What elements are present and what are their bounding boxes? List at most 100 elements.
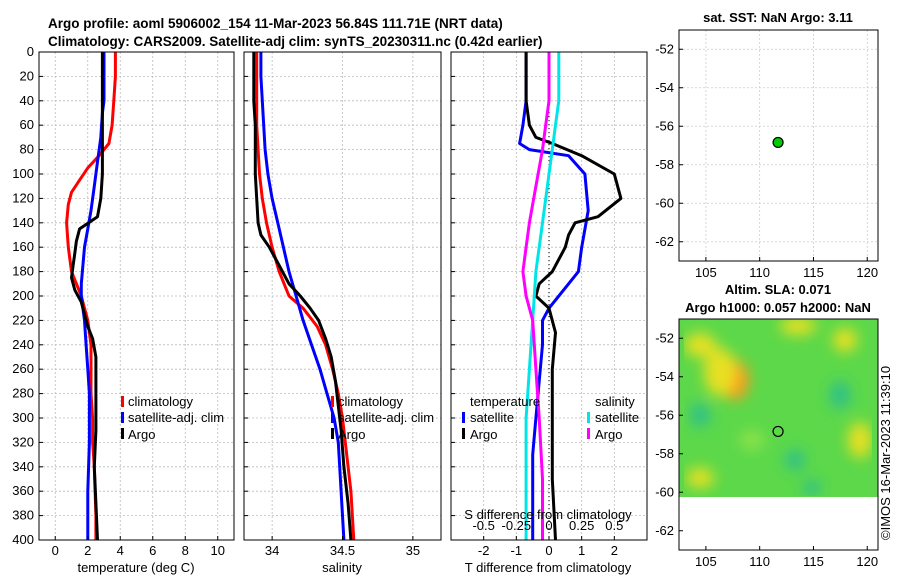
xtick-label: 35 [406, 543, 420, 558]
legend-temp-head: temperature [470, 394, 540, 409]
ytick-label: 80 [20, 142, 34, 157]
temperature-legend: climatology satellite-adj. clim Argo [121, 394, 224, 442]
ytick-label: 220 [12, 312, 34, 327]
sdiff-label: S difference from climatology [464, 507, 632, 522]
map-xtick-label: 120 [856, 265, 878, 280]
series-line-climatology [65, 52, 117, 540]
top-tick-label: -0.5 [472, 518, 494, 533]
legend-targo-swatch [462, 428, 465, 439]
map-ytick-label: -54 [655, 369, 674, 384]
ytick-label: 20 [20, 68, 34, 83]
map-ytick-label: -54 [655, 80, 674, 95]
difference-panel: -2 -1 0 1 2 T difference from climatology S … [450, 51, 648, 575]
top-tick-label: 0.25 [569, 518, 594, 533]
ytick-label: 60 [20, 117, 34, 132]
map-xtick-label: 115 [803, 265, 824, 280]
xtick-label: -2 [478, 543, 490, 558]
temperature-panel: 0204060801001201401601802002202402602803… [12, 44, 235, 575]
tdiff-xlabel: T difference from climatology [465, 560, 632, 575]
map-xtick-label: 105 [695, 554, 717, 569]
legend-sargo-label: Argo [595, 427, 622, 442]
argo-position-marker [772, 136, 784, 149]
legend-sat-label: satellite-adj. clim [128, 410, 224, 425]
xtick-label: 4 [117, 543, 124, 558]
legend-argo-swatch [331, 428, 334, 439]
xtick-label: 34 [265, 543, 279, 558]
ytick-label: 40 [20, 93, 34, 108]
sla-map-subtitle: Argo h1000: 0.057 h2000: NaN [685, 300, 871, 315]
xtick-label: 0 [52, 543, 59, 558]
ytick-label: 180 [12, 264, 34, 279]
ytick-label: 0 [27, 44, 34, 59]
legend-argo-swatch [121, 428, 124, 439]
legend-clim-swatch [121, 396, 124, 407]
ytick-label: 200 [12, 288, 34, 303]
xtick-label: 6 [149, 543, 156, 558]
ytick-label: 120 [12, 190, 34, 205]
difference-legend: temperature satellite Argo salinity sate… [462, 394, 639, 442]
ytick-label: 320 [12, 434, 34, 449]
salinity-panel: 34 34.5 35 salinity climatology satellite-… [243, 51, 442, 575]
xtick-label: -1 [511, 543, 523, 558]
sst-map-title: sat. SST: NaN Argo: 3.11 [703, 10, 853, 25]
top-tick-label: 0 [545, 518, 552, 533]
series-line-climatology [255, 52, 356, 541]
map-xtick-label: 115 [803, 554, 824, 569]
argo-position-marker [772, 425, 784, 438]
map-ytick-label: -58 [655, 446, 674, 461]
ytick-label: 300 [12, 410, 34, 425]
ytick-label: 240 [12, 337, 34, 352]
salinity-legend: climatology satellite-adj. clim Argo [331, 394, 434, 442]
figure-title-line2: Climatology: CARS2009. Satellite-adj cli… [48, 34, 542, 49]
salinity-xlabel: salinity [322, 560, 362, 575]
map-xtick-label: 110 [749, 554, 770, 569]
sla-map: Altim. SLA: 0.071 Argo h1000: 0.057 h200… [655, 282, 879, 569]
map-ytick-label: -58 [655, 157, 674, 172]
top-tick-label: 0.5 [605, 518, 623, 533]
ytick-label: 160 [12, 239, 34, 254]
map-ytick-label: -56 [655, 118, 674, 133]
series-line-argo [70, 52, 104, 541]
legend-ssat-swatch [587, 412, 590, 423]
xtick-label: 10 [211, 543, 225, 558]
figure-title-line1: Argo profile: aoml 5906002_154 11-Mar-20… [48, 16, 503, 31]
sla-heatmap [679, 319, 878, 497]
temperature-xlabel: temperature (deg C) [77, 560, 194, 575]
legend-argo-label: Argo [338, 427, 365, 442]
map-ytick-label: -60 [655, 484, 674, 499]
ytick-label: 400 [12, 532, 34, 547]
map-xtick-label: 110 [749, 265, 770, 280]
ytick-label: 260 [12, 361, 34, 376]
legend-clim-label: climatology [338, 394, 404, 409]
legend-clim-swatch [331, 396, 334, 407]
xtick-label: 2 [84, 543, 91, 558]
top-tick-label: -0.25 [502, 518, 532, 533]
ytick-label: 340 [12, 459, 34, 474]
legend-sat-swatch [121, 412, 124, 423]
legend-tsat-swatch [462, 412, 465, 423]
map-ytick-label: -62 [655, 234, 674, 249]
legend-argo-label: Argo [128, 427, 155, 442]
series-line-t-argo [524, 52, 623, 541]
ytick-label: 100 [12, 166, 34, 181]
series-line-argo [252, 52, 353, 541]
map-ytick-label: -62 [655, 523, 674, 538]
legend-sat-swatch [331, 412, 334, 423]
ytick-label: 140 [12, 215, 34, 230]
map-xtick-label: 105 [695, 265, 717, 280]
legend-tsat-label: satellite [470, 410, 514, 425]
legend-sargo-swatch [587, 428, 590, 439]
xtick-label: 8 [182, 543, 189, 558]
legend-clim-label: climatology [128, 394, 194, 409]
legend-sat-label: satellite-adj. clim [338, 410, 434, 425]
ytick-label: 360 [12, 483, 34, 498]
series-line-s-satellite [524, 52, 561, 540]
series-line-satellite-adj-clim [259, 52, 346, 541]
sla-map-title: Altim. SLA: 0.071 [725, 282, 831, 297]
legend-targo-label: Argo [470, 427, 497, 442]
map-ytick-label: -60 [655, 195, 674, 210]
legend-sal-head: salinity [595, 394, 635, 409]
xtick-label: 1 [578, 543, 585, 558]
ytick-label: 280 [12, 386, 34, 401]
